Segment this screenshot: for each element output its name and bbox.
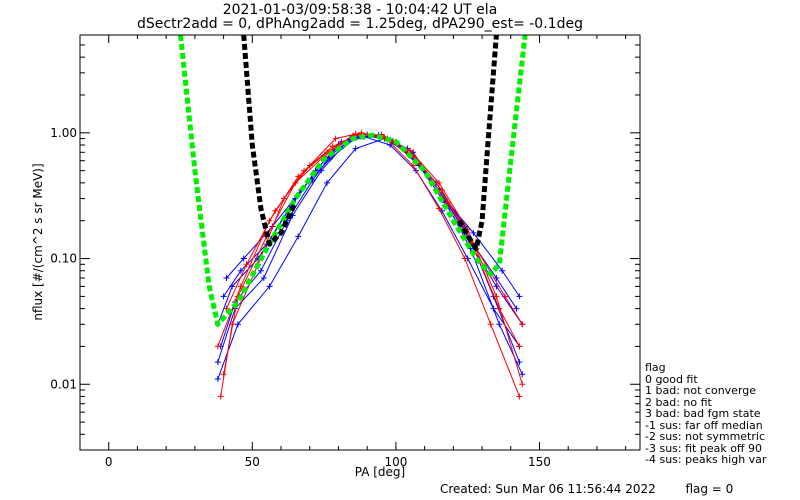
red-series-line [220, 132, 520, 397]
blue-data-point [352, 145, 359, 152]
blue-data-point [237, 267, 244, 274]
red-data-point [214, 343, 221, 350]
axes: 0 50 100 150 0.01 0.10 1.00 [50, 34, 640, 469]
created-timestamp: Created: Sun Mar 06 11:56:44 2022 [440, 482, 656, 496]
red-data-point [237, 283, 244, 290]
blue-data-point [513, 305, 520, 312]
blue-data-point [220, 293, 227, 300]
y-tick-label: 1.00 [50, 126, 77, 140]
legend-item: 1 bad: not converge [645, 384, 757, 397]
red-series-line [217, 133, 520, 347]
red-data-point [272, 207, 279, 214]
legend-item: 0 good fit [645, 372, 698, 386]
green-fit-curve [178, 35, 528, 327]
legend-title: flag [645, 361, 666, 374]
blue-data-point [214, 376, 221, 383]
x-tick-label: 150 [528, 455, 551, 469]
red-data-point [332, 135, 339, 142]
red-data-point [502, 293, 509, 300]
blue-series-line [223, 136, 517, 309]
red-data-point [217, 393, 224, 400]
plot-area [178, 35, 528, 400]
x-axis-label: PA [deg] [354, 465, 406, 479]
blue-data-point [295, 233, 302, 240]
blue-data-point [516, 293, 523, 300]
plot-frame [79, 34, 641, 451]
blue-data-point [496, 321, 503, 328]
red-data-point [496, 305, 503, 312]
red-data-point [243, 261, 250, 268]
y-tick-label: 0.10 [50, 252, 77, 266]
red-data-point [301, 167, 307, 174]
legend-item: 2 bad: no fit [645, 395, 712, 409]
blue-data-point [470, 229, 477, 236]
blue-series-line [220, 136, 520, 347]
footer: Created: Sun Mar 06 11:56:44 2022 flag =… [440, 482, 733, 496]
blue-data-point [257, 267, 264, 274]
red-data-point [519, 321, 526, 328]
flag-value: flag = 0 [685, 482, 734, 496]
blue-data-point [240, 255, 247, 262]
blue-data-point [516, 359, 523, 366]
red-data-point [329, 143, 336, 150]
blue-data-point [223, 275, 230, 282]
blue-data-point [493, 283, 500, 290]
red-data-point [516, 393, 523, 400]
legend-item: -1 sus: far off median [645, 418, 763, 432]
red-series-line [226, 132, 523, 325]
red-data-point [435, 205, 442, 212]
blue-series-line [226, 135, 520, 297]
blue-data-point [323, 179, 330, 186]
black-fit-curve [456, 35, 499, 252]
legend: flag 0 good fit 1 bad: not converge 2 ba… [645, 362, 800, 466]
blue-data-point [234, 321, 241, 328]
legend-item: -3 sus: fit peak off 90 [645, 441, 762, 455]
red-data-point [519, 381, 526, 388]
x-tick-label: 50 [245, 455, 260, 469]
black-fit-curve [241, 35, 298, 247]
chart-subtitle: dSectr2add = 0, dPhAng2add = 1.25deg, dP… [137, 16, 583, 32]
legend-item: 3 bad: bad fgm state [645, 407, 761, 420]
red-data-point [444, 199, 451, 206]
blue-series-line [217, 133, 523, 325]
blue-data-point [214, 359, 221, 366]
red-data-point [487, 321, 494, 328]
chart-title: 2021-01-03/09:58:38 - 10:04:42 UT ela [222, 2, 498, 18]
blue-data-point [266, 283, 273, 290]
y-axis-label: nflux [#/(cm^2 s sr MeV)] [31, 163, 45, 321]
red-data-point [435, 179, 442, 186]
red-data-point [461, 255, 468, 262]
red-data-point [220, 371, 227, 378]
blue-series-line [217, 138, 523, 380]
blue-data-point [260, 275, 267, 282]
blue-data-point [499, 267, 506, 274]
legend-item: -2 sus: not symmetric [645, 430, 765, 443]
x-tick-label: 0 [105, 455, 113, 469]
red-data-point [410, 162, 417, 169]
red-data-point [516, 343, 523, 350]
legend-item: -4 sus: peaks high var [645, 453, 767, 466]
red-data-point [223, 305, 230, 312]
x-tick-label: 100 [384, 455, 407, 469]
red-data-point [438, 187, 445, 194]
blue-data-point [519, 371, 526, 378]
y-tick-label: 0.01 [50, 377, 77, 391]
